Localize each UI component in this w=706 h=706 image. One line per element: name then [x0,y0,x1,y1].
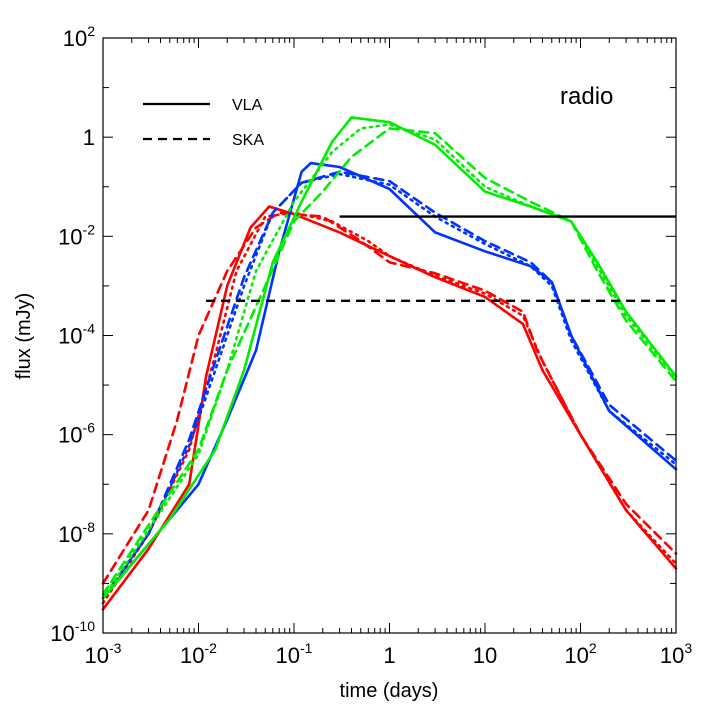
legend-label-ska: SKA [232,132,264,149]
y-tick-label: 1 [83,125,95,150]
x-tick-label: 1 [383,643,395,668]
series-line-2 [101,211,678,605]
x-tick-label: 10-1 [276,640,313,668]
y-tick-label: 10-6 [58,420,95,448]
x-axis-title: time (days) [340,680,439,702]
y-tick-label: 102 [63,23,95,51]
x-tick-label: 10 [473,643,497,668]
x-tick-label: 10-3 [85,640,122,668]
series-layer [101,116,678,611]
series-line-1 [101,211,678,585]
x-tick-labels: 10-3 10-2 10-1 1 10 102 103 [85,640,693,668]
y-axis-title: flux (mJy) [13,293,35,380]
series-line-8 [101,123,678,600]
x-tick-label: 102 [564,640,596,668]
legend-label-vla: VLA [232,97,263,114]
y-tick-labels: 10-10 10-8 10-6 10-4 10-2 1 102 [50,23,95,646]
legend: VLA SKA [143,97,264,149]
threshold-layer [206,215,676,302]
y-tick-label: 10-4 [58,321,95,349]
series-line-4 [101,170,678,600]
y-tick-label: 10-8 [58,519,95,547]
series-line-5 [101,172,678,600]
y-tick-label: 10-2 [58,221,95,249]
x-tick-label: 10-2 [180,640,217,668]
tick-layer [102,37,677,634]
radio-annotation: radio [560,83,613,110]
y-tick-label: 10-10 [50,618,95,646]
x-tick-label: 103 [660,640,692,668]
